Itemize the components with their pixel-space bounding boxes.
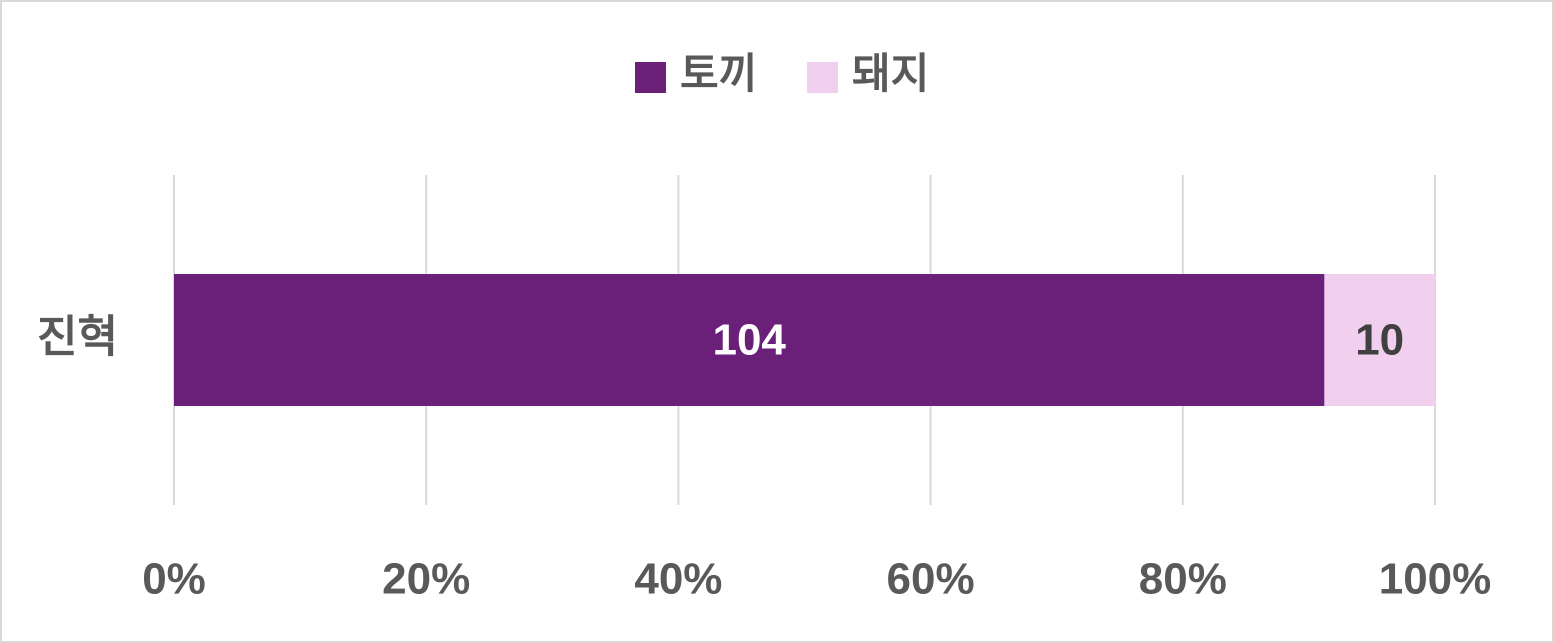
legend-swatch xyxy=(635,62,666,93)
x-tick-label: 100% xyxy=(1379,555,1492,604)
legend-label: 토끼 xyxy=(680,50,757,97)
data-label: 10 xyxy=(1355,316,1404,365)
data-label: 104 xyxy=(712,316,786,365)
y-tick-label: 진혁 xyxy=(37,313,118,362)
legend-label: 돼지 xyxy=(852,50,929,97)
x-tick-label: 40% xyxy=(634,555,722,604)
bar-segment xyxy=(1324,274,1435,406)
x-tick-label: 20% xyxy=(382,555,470,604)
legend-swatch xyxy=(807,62,838,93)
x-tick-label: 60% xyxy=(887,555,975,604)
x-tick-label: 0% xyxy=(142,555,206,604)
x-tick-label: 80% xyxy=(1139,555,1227,604)
bar-segment xyxy=(174,274,1325,406)
